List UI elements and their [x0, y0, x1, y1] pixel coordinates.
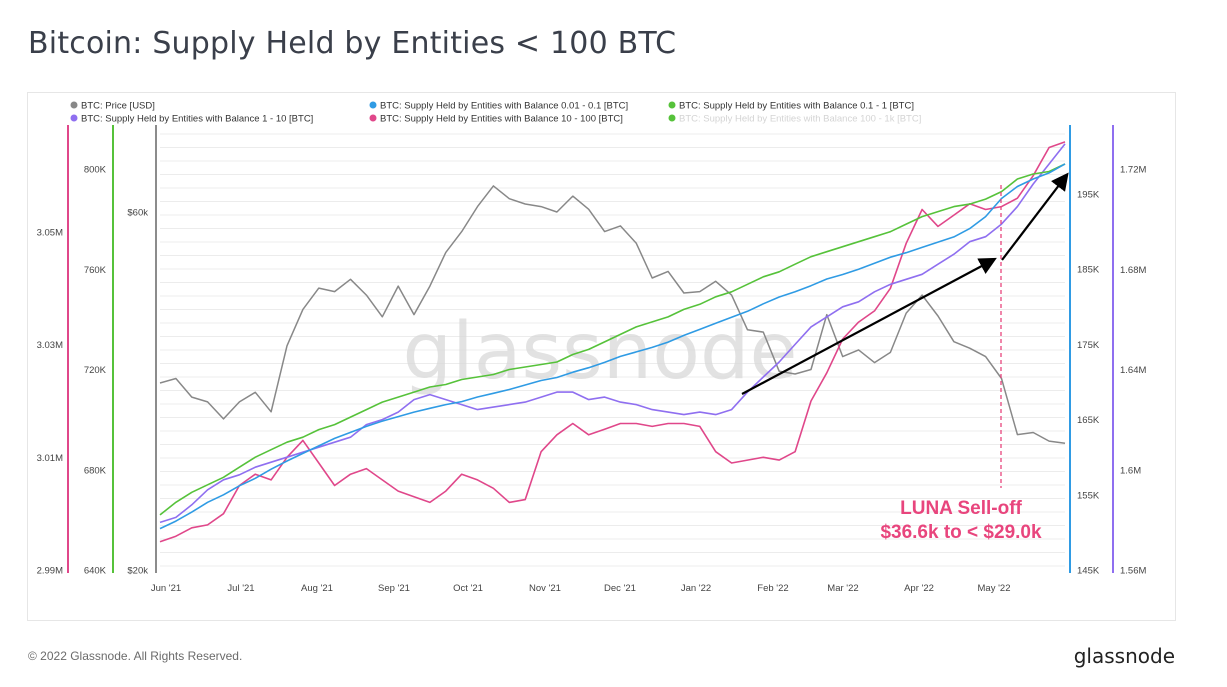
- x-tick-label: Nov '21: [529, 583, 561, 594]
- axis-1-10-tick: 1.72M: [1120, 165, 1146, 176]
- legend-label-5: BTC: Supply Held by Entities with Balanc…: [679, 114, 921, 125]
- series-10-100-line: [159, 141, 1066, 543]
- trend-arrow-1: [741, 257, 997, 395]
- axis-001-01-tick: 145K: [1077, 566, 1100, 577]
- legend-swatch-1: [369, 101, 377, 109]
- x-tick-label: May '22: [978, 583, 1011, 594]
- x-tick-label: Sep '21: [378, 583, 410, 594]
- axis-001-01-tick: 155K: [1077, 490, 1100, 501]
- copyright-footer: © 2022 Glassnode. All Rights Reserved.: [28, 649, 243, 663]
- legend-label-3: BTC: Supply Held by Entities with Balanc…: [81, 114, 313, 125]
- legend: BTC: Price [USD] BTC: Supply Held by Enti…: [70, 101, 921, 125]
- luna-annotation-line2: $36.6k to < $29.0k: [880, 522, 1042, 543]
- series-001-01-line: [159, 163, 1066, 530]
- legend-swatch-0: [70, 101, 78, 109]
- legend-swatch-2: [668, 101, 676, 109]
- x-tick-label: Dec '21: [604, 583, 636, 594]
- axis-001-01-tick: 175K: [1077, 340, 1100, 351]
- x-tick-label: Aug '21: [301, 583, 333, 594]
- series-01-1-line: [159, 163, 1066, 516]
- axis-10-100-tick: 2.99M: [37, 566, 63, 577]
- axis-001-01-tick: 165K: [1077, 415, 1100, 426]
- axis-01-1-tick: 640K: [84, 566, 107, 577]
- axis-1-10-tick: 1.56M: [1120, 566, 1146, 577]
- legend-swatch-3: [70, 114, 78, 122]
- x-tick-label: Jul '21: [227, 583, 254, 594]
- x-tick-label: Jan '22: [681, 583, 711, 594]
- legend-label-0: BTC: Price [USD]: [81, 101, 155, 112]
- axis-1-10-tick: 1.6M: [1120, 465, 1141, 476]
- axis-01-1-tick: 680K: [84, 465, 107, 476]
- x-tick-label: Feb '22: [757, 583, 788, 594]
- grid: [160, 133, 1065, 567]
- x-tick-label: Apr '22: [904, 583, 934, 594]
- series-lines: [159, 141, 1066, 543]
- axis-price-tick: $60k: [127, 208, 148, 219]
- legend-swatch-4: [369, 114, 377, 122]
- legend-label-2: BTC: Supply Held by Entities with Balanc…: [679, 101, 914, 112]
- axis-001-01-tick: 195K: [1077, 190, 1100, 201]
- axis-10-100-tick: 3.03M: [37, 340, 63, 351]
- brand-logo: glassnode: [1073, 644, 1175, 668]
- axis-01-1-tick: 720K: [84, 365, 107, 376]
- luna-annotation-line1: LUNA Sell-off: [900, 498, 1022, 519]
- legend-label-1: BTC: Supply Held by Entities with Balanc…: [380, 101, 628, 112]
- axis-001-01-tick: 185K: [1077, 265, 1100, 276]
- axes: 2.99M 3.01M 3.03M 3.05M 640K 680K 720K 760K 800K…: [37, 125, 1146, 594]
- trend-arrow-2: [1001, 172, 1069, 261]
- series-price-line: [159, 185, 1066, 445]
- page-title: Bitcoin: Supply Held by Entities < 100 B…: [28, 26, 677, 61]
- legend-label-4: BTC: Supply Held by Entities with Balanc…: [380, 114, 623, 125]
- axis-1-10-tick: 1.68M: [1120, 265, 1146, 276]
- axis-10-100-tick: 3.05M: [37, 228, 63, 239]
- chart-frame: [27, 92, 1176, 621]
- x-tick-label: Jun '21: [151, 583, 181, 594]
- annotations: LUNA Sell-off $36.6k to < $29.0k: [741, 172, 1069, 543]
- watermark: glassnode: [403, 307, 798, 397]
- axis-10-100-tick: 3.01M: [37, 453, 63, 464]
- axis-price-tick: $20k: [127, 566, 148, 577]
- x-tick-label: Oct '21: [453, 583, 483, 594]
- axis-01-1-tick: 800K: [84, 165, 107, 176]
- axis-01-1-tick: 760K: [84, 265, 107, 276]
- legend-swatch-5: [668, 114, 676, 122]
- x-tick-label: Mar '22: [827, 583, 858, 594]
- axis-1-10-tick: 1.64M: [1120, 365, 1146, 376]
